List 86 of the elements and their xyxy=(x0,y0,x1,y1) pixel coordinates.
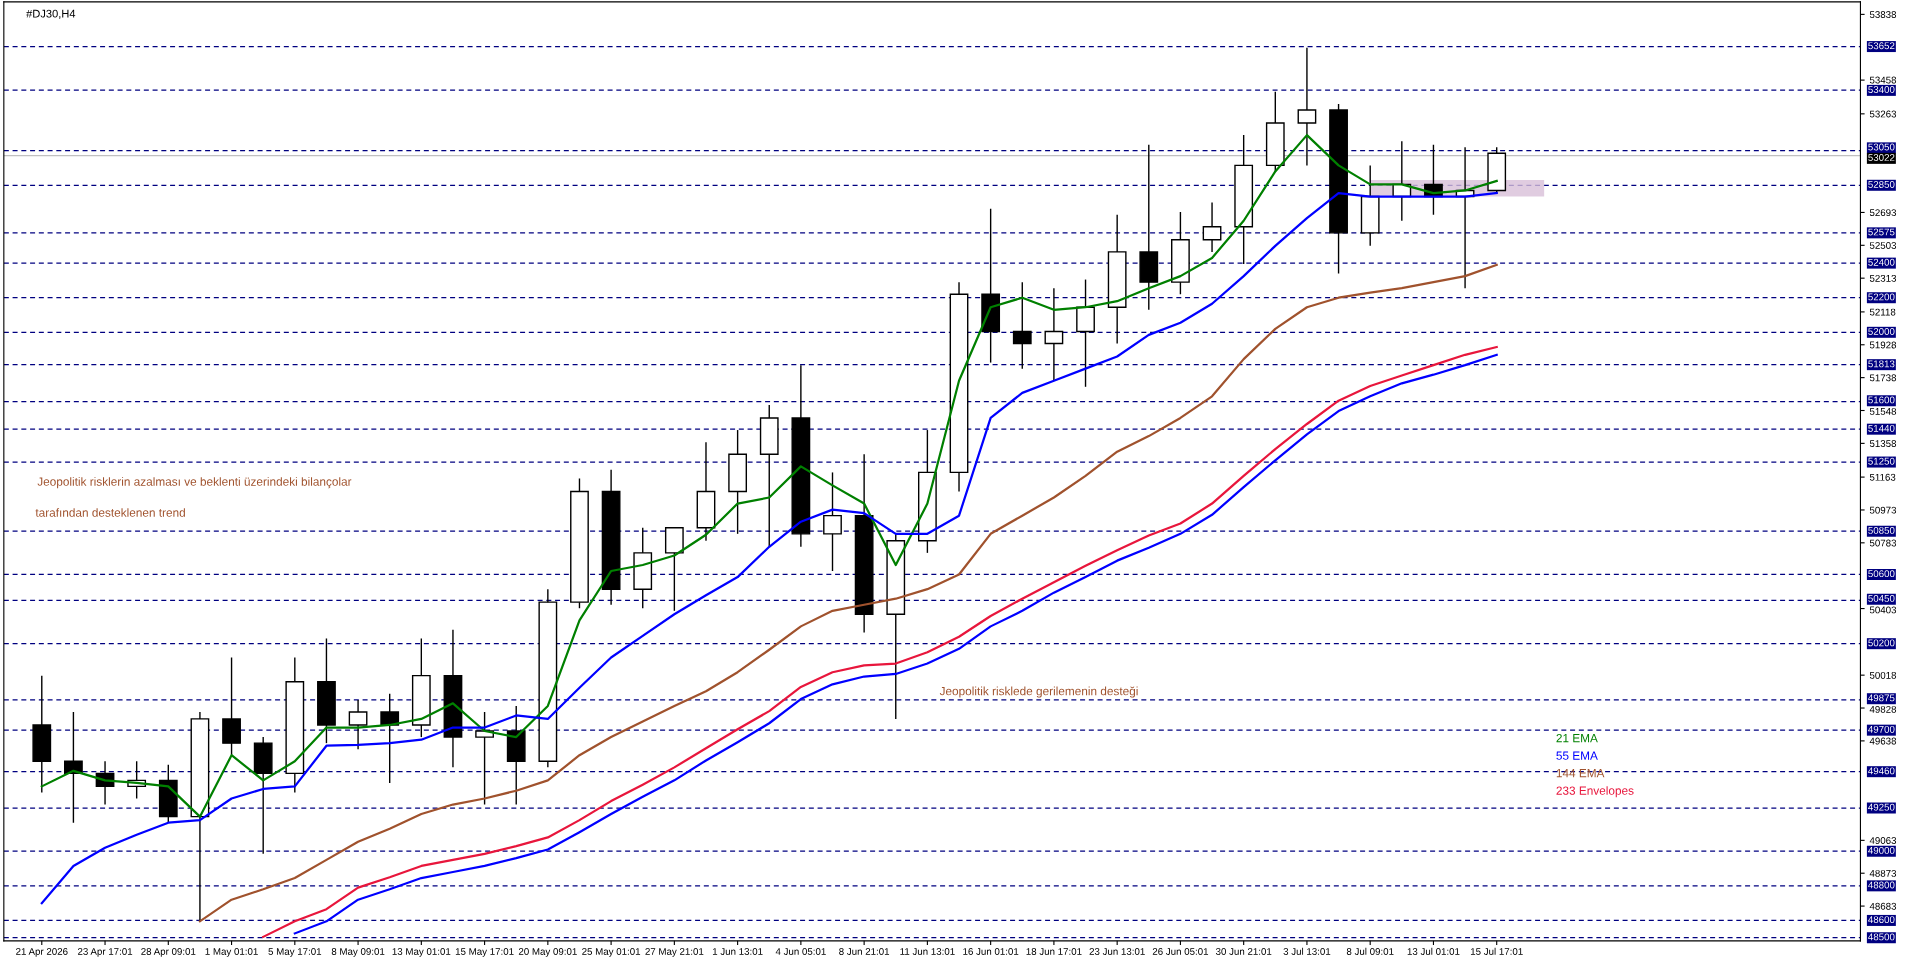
y-tick-label: 51738 xyxy=(1869,374,1897,382)
annotation: tarafından desteklenen trend xyxy=(35,508,185,517)
x-tick-label: 15 May 17:01 xyxy=(455,948,514,957)
x-tick-label: 25 May 01:01 xyxy=(582,948,641,957)
y-tick-label: 48873 xyxy=(1869,869,1897,877)
ref-line-label: 53400 xyxy=(1868,86,1895,93)
y-tick-label: 51163 xyxy=(1869,473,1896,481)
ref-line-label: 49460 xyxy=(1868,767,1895,775)
candlestick xyxy=(380,693,400,784)
x-tick-label: 23 Jun 13:01 xyxy=(1089,948,1145,955)
y-tick-label: 50783 xyxy=(1869,539,1897,547)
ref-line-label: 50850 xyxy=(1868,526,1895,534)
ref-line-label: 51250 xyxy=(1868,457,1895,465)
candlestick xyxy=(348,699,368,750)
candlestick xyxy=(1044,287,1064,382)
x-tick-label: 27 May 21:01 xyxy=(645,948,704,957)
y-tick-label: 53458 xyxy=(1869,76,1897,84)
ref-line-label: 52200 xyxy=(1868,293,1895,301)
ref-line-label: 53652 xyxy=(1868,42,1895,50)
x-tick-label: 13 Jul 01:01 xyxy=(1407,947,1460,955)
y-tick-label: 49828 xyxy=(1869,705,1897,713)
x-tick-label: 30 Jun 21:01 xyxy=(1215,948,1272,955)
candlestick xyxy=(475,711,494,806)
x-tick-label: 16 Jun 01:01 xyxy=(963,948,1019,955)
candlestick xyxy=(1202,201,1222,253)
y-tick-label: 51358 xyxy=(1869,440,1897,447)
ref-line-label: 51600 xyxy=(1868,396,1895,404)
y-tick-label: 49638 xyxy=(1869,737,1897,745)
x-tick-label: 23 Apr 17:01 xyxy=(77,948,133,957)
line-series xyxy=(198,263,1498,923)
ref-line-label: 49250 xyxy=(1868,803,1895,811)
candlestick xyxy=(1012,281,1032,370)
candlestick xyxy=(1297,47,1317,167)
x-tick-label: 21 Apr 2026 xyxy=(16,948,68,957)
x-tick-label: 8 Jun 21:01 xyxy=(839,948,890,955)
x-tick-label: 3 Jul 13:01 xyxy=(1283,947,1331,955)
x-tick-label: 11 Jun 13:01 xyxy=(900,948,955,955)
ref-line-label: 48600 xyxy=(1868,916,1895,924)
text: 233 Envelopes xyxy=(1556,786,1634,798)
ref-line-label: 53022 xyxy=(1868,154,1895,161)
y-tick-label: 52118 xyxy=(1869,308,1896,316)
y-tick-label: 52693 xyxy=(1869,209,1897,217)
y-tick-label: 50973 xyxy=(1869,506,1897,514)
y-tick-label: 50018 xyxy=(1869,671,1897,679)
ref-line-label: 50600 xyxy=(1868,570,1895,578)
y-tick-label: 49063 xyxy=(1869,837,1897,844)
ref-line-label: 50450 xyxy=(1868,594,1895,602)
y-tick-label: 51928 xyxy=(1869,341,1897,349)
x-tick-label: 8 May 09:01 xyxy=(331,948,385,957)
ref-line-label: 48800 xyxy=(1868,881,1895,889)
x-tick-label: 28 Apr 09:01 xyxy=(141,948,196,957)
ref-line-label: 50200 xyxy=(1868,639,1895,647)
y-tick-label: 53838 xyxy=(1869,11,1897,18)
annotation: Jeopolitik risklerin azalması ve beklenti üzerindeki bilançolar xyxy=(37,477,352,489)
x-tick-label: 8 Jul 09:01 xyxy=(1346,947,1394,955)
x-tick-label: 1 Jun 13:01 xyxy=(712,948,763,955)
ref-line-label: 49700 xyxy=(1868,725,1895,733)
ref-line-label: 51440 xyxy=(1868,424,1895,432)
y-tick-label: 52503 xyxy=(1869,242,1897,249)
x-tick-label: 20 May 09:01 xyxy=(518,948,577,957)
x-tick-label: 5 May 17:01 xyxy=(268,948,322,957)
y-tick-label: 53263 xyxy=(1869,110,1897,118)
text: #DJ30,H4 xyxy=(26,9,76,19)
ref-line-label: 49000 xyxy=(1868,846,1895,854)
x-tick-label: 26 Jun 05:01 xyxy=(1152,948,1209,955)
x-tick-label: 13 May 01:01 xyxy=(392,948,451,957)
text: 21 EMA xyxy=(1556,733,1598,743)
ref-line-label: 52850 xyxy=(1868,181,1895,188)
ref-line-label: 49875 xyxy=(1868,694,1895,702)
ref-line-label: 52000 xyxy=(1868,328,1895,335)
x-tick-label: 18 Jun 17:01 xyxy=(1026,948,1082,955)
text: 55 EMA xyxy=(1556,751,1598,760)
ref-line-label: 48500 xyxy=(1868,933,1895,941)
y-tick-label: 48683 xyxy=(1869,902,1897,910)
y-tick-label: 50403 xyxy=(1869,606,1897,614)
x-tick-label: 4 Jun 05:01 xyxy=(775,948,826,955)
candlestick xyxy=(823,471,842,572)
y-tick-label: 51548 xyxy=(1869,407,1897,415)
x-tick-label: 15 Jul 17:01 xyxy=(1470,947,1523,955)
ref-line-label: 53050 xyxy=(1868,143,1895,151)
y-tick-label: 52313 xyxy=(1869,274,1897,282)
ref-line-label: 52575 xyxy=(1868,228,1895,236)
x-tick-label: 1 May 01:01 xyxy=(205,948,258,957)
ref-line-label: 51813 xyxy=(1868,360,1895,368)
ref-line-label: 52400 xyxy=(1868,258,1895,266)
annotation: Jeopolitik risklede gerilemenin desteği xyxy=(939,686,1138,698)
